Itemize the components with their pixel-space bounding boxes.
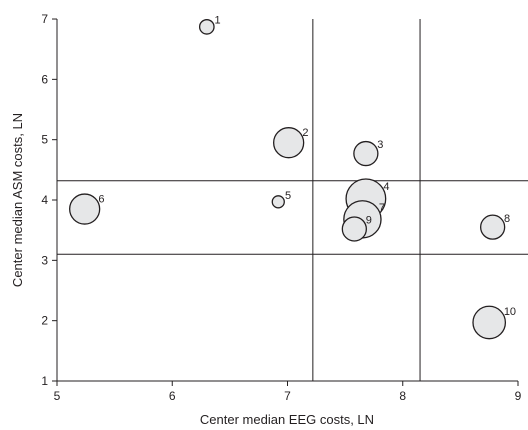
- y-tick-label: 6: [41, 72, 48, 86]
- point-marker-8: [479, 214, 506, 240]
- point-marker-6: [69, 193, 101, 225]
- point-labels: 1 2 3 4 5 6 7 8 9 10: [98, 15, 516, 319]
- point-marker-5: [271, 195, 285, 209]
- point-marker-10: [472, 305, 507, 340]
- point-markers: [69, 19, 507, 340]
- x-tick-label: 5: [54, 389, 61, 403]
- point-marker-1: [198, 19, 215, 35]
- y-tick-label: 3: [41, 253, 48, 267]
- y-tick-label: 5: [41, 133, 48, 147]
- y-tick-label: 7: [41, 12, 48, 26]
- point-label-3: 3: [377, 139, 383, 151]
- reference-lines: [57, 19, 528, 381]
- y-ticks: 1 2 3 4 5 6 7: [41, 12, 57, 388]
- y-axis-title: Center median ASM costs, LN: [10, 113, 25, 287]
- x-tick-label: 6: [169, 389, 176, 403]
- point-label-7: 7: [379, 202, 385, 214]
- x-ticks: 5 6 7 8 9: [54, 381, 522, 403]
- point-label-4: 4: [383, 181, 389, 193]
- point-label-10: 10: [504, 306, 516, 318]
- point-marker-9: [341, 216, 367, 242]
- x-tick-label: 7: [284, 389, 291, 403]
- point-label-9: 9: [366, 215, 372, 227]
- point-marker-2: [273, 127, 305, 159]
- y-tick-label: 4: [41, 193, 48, 207]
- point-label-5: 5: [285, 190, 291, 202]
- point-marker-3: [353, 140, 379, 167]
- point-label-2: 2: [302, 127, 308, 139]
- point-label-8: 8: [504, 213, 510, 225]
- x-axis-title: Center median EEG costs, LN: [200, 412, 374, 427]
- y-tick-label: 2: [41, 314, 48, 328]
- point-label-6: 6: [98, 193, 104, 205]
- y-tick-label: 1: [41, 374, 48, 388]
- point-label-1: 1: [214, 15, 220, 27]
- x-tick-label: 8: [399, 389, 406, 403]
- x-tick-label: 9: [515, 389, 522, 403]
